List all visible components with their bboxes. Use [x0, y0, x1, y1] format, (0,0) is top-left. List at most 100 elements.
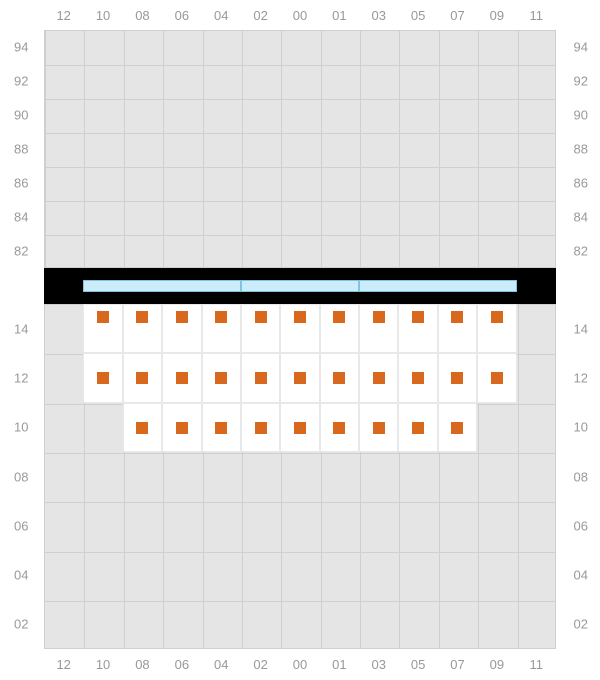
seat-marker-icon [97, 372, 109, 384]
col-label-bottom: 08 [135, 657, 149, 672]
seat-cell[interactable] [280, 403, 319, 452]
row-label-right: 14 [574, 321, 588, 336]
gridline-v [518, 31, 519, 267]
col-label-bottom: 07 [450, 657, 464, 672]
seat-marker-icon [491, 372, 503, 384]
seat-cell[interactable] [162, 304, 201, 353]
seat-cell[interactable] [359, 304, 398, 353]
gridline-h [45, 601, 555, 602]
row-label-right: 82 [574, 244, 588, 259]
seat-cell[interactable] [438, 353, 477, 402]
seat-cell[interactable] [83, 304, 122, 353]
seat-marker-icon [451, 422, 463, 434]
seat-marker-icon [176, 422, 188, 434]
gridline-h [45, 201, 555, 202]
gridline-h [45, 133, 555, 134]
row-label-right: 92 [574, 74, 588, 89]
row-label-right: 06 [574, 518, 588, 533]
gridline-v [399, 31, 400, 267]
row-label-left: 94 [14, 40, 28, 55]
col-label-top: 00 [293, 8, 307, 23]
row-label-right: 08 [574, 469, 588, 484]
seat-cell[interactable] [123, 403, 162, 452]
seat-cell[interactable] [123, 304, 162, 353]
row-label-left: 06 [14, 518, 28, 533]
seat-cell[interactable] [162, 403, 201, 452]
col-label-bottom: 05 [411, 657, 425, 672]
seat-cell[interactable] [83, 353, 122, 402]
seat-marker-icon [136, 422, 148, 434]
seat-cell[interactable] [241, 304, 280, 353]
screen-segment [241, 280, 359, 292]
seat-cell[interactable] [359, 353, 398, 402]
seat-marker-icon [373, 422, 385, 434]
seat-cell[interactable] [398, 403, 437, 452]
seat-marker-icon [294, 311, 306, 323]
gridline-h [45, 453, 555, 454]
row-label-right: 90 [574, 108, 588, 123]
seat-cell[interactable] [320, 403, 359, 452]
seat-marker-icon [412, 422, 424, 434]
seat-marker-icon [333, 311, 345, 323]
seat-cell[interactable] [280, 353, 319, 402]
row-label-left: 82 [14, 244, 28, 259]
seat-marker-icon [136, 311, 148, 323]
seat-cell[interactable] [123, 353, 162, 402]
seat-cell[interactable] [398, 304, 437, 353]
row-label-right: 86 [574, 176, 588, 191]
seat-cell[interactable] [477, 304, 516, 353]
seat-cell[interactable] [241, 403, 280, 452]
gridline-h [45, 65, 555, 66]
gridline-v [281, 31, 282, 267]
row-label-left: 02 [14, 617, 28, 632]
seat-marker-icon [412, 311, 424, 323]
row-label-left: 14 [14, 321, 28, 336]
seat-cell[interactable] [241, 353, 280, 402]
seat-cell[interactable] [438, 304, 477, 353]
col-label-bottom: 10 [96, 657, 110, 672]
col-label-top: 03 [371, 8, 385, 23]
seat-map: 1212101008080606040402020000010103030505… [0, 0, 600, 680]
seat-marker-icon [333, 422, 345, 434]
seat-marker-icon [176, 372, 188, 384]
seat-cell[interactable] [320, 353, 359, 402]
col-label-top: 10 [96, 8, 110, 23]
seat-cell[interactable] [477, 353, 516, 402]
col-label-bottom: 09 [490, 657, 504, 672]
seat-cell[interactable] [202, 353, 241, 402]
gridline-v [518, 305, 519, 648]
seat-marker-icon [176, 311, 188, 323]
gridline-v [439, 31, 440, 267]
gridline-v [84, 31, 85, 267]
row-label-right: 12 [574, 370, 588, 385]
row-label-right: 84 [574, 210, 588, 225]
seat-cell[interactable] [359, 403, 398, 452]
col-label-bottom: 00 [293, 657, 307, 672]
row-label-right: 02 [574, 617, 588, 632]
gridline-v [321, 31, 322, 267]
seat-cell[interactable] [320, 304, 359, 353]
col-label-bottom: 12 [56, 657, 70, 672]
col-label-top: 01 [332, 8, 346, 23]
seat-cell[interactable] [438, 403, 477, 452]
gridline-v [163, 31, 164, 267]
row-label-left: 88 [14, 142, 28, 157]
gridline-v [478, 31, 479, 267]
gridline-v [203, 31, 204, 267]
row-label-left: 86 [14, 176, 28, 191]
gridline-h [45, 502, 555, 503]
seat-cell[interactable] [162, 353, 201, 402]
col-label-top: 08 [135, 8, 149, 23]
seat-cell[interactable] [202, 403, 241, 452]
row-label-left: 84 [14, 210, 28, 225]
row-label-left: 10 [14, 420, 28, 435]
seat-cell[interactable] [280, 304, 319, 353]
col-label-bottom: 11 [530, 657, 544, 672]
seat-marker-icon [255, 422, 267, 434]
seat-cell[interactable] [202, 304, 241, 353]
seat-marker-icon [451, 311, 463, 323]
screen-segment [359, 280, 517, 292]
row-label-left: 04 [14, 568, 28, 583]
seat-cell[interactable] [398, 353, 437, 402]
col-label-top: 07 [450, 8, 464, 23]
